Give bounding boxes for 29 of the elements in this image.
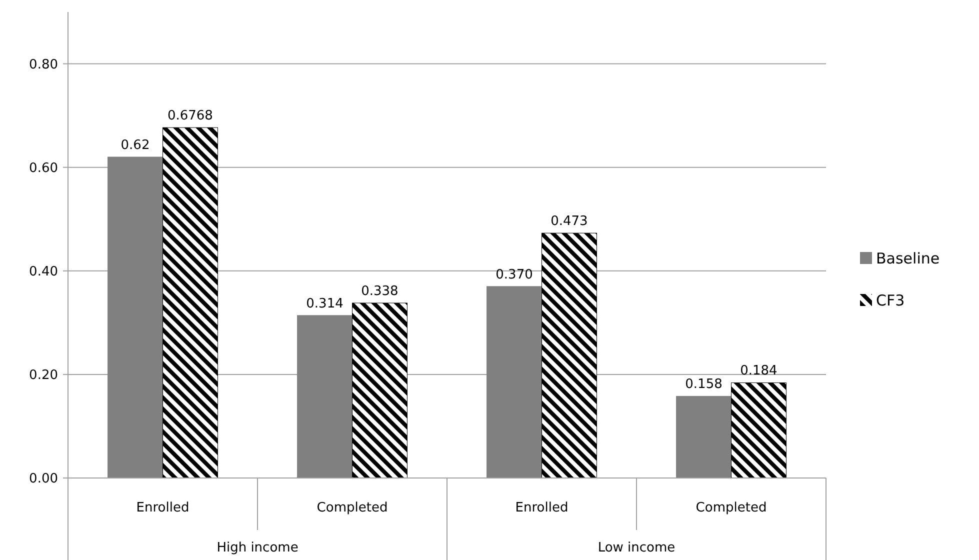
y-tick-label: 0.60 (29, 160, 58, 176)
x-tick-label: Enrolled (515, 500, 568, 516)
text: Low income (598, 540, 676, 556)
bar (486, 286, 542, 478)
bar (676, 396, 732, 478)
y-tick-label: 0.40 (29, 264, 58, 280)
legend-label: CF3 (876, 291, 905, 310)
x-tick-label: Completed (696, 500, 767, 516)
y-tick-label: 0.80 (29, 57, 58, 72)
bar (297, 315, 352, 478)
x-tick-label: Completed (316, 500, 388, 516)
data-label: 0.158 (685, 377, 722, 392)
bar (108, 156, 163, 478)
bar (542, 232, 597, 478)
legend-label: Baseline (876, 249, 940, 268)
bar (731, 382, 786, 478)
data-label: 0.6768 (167, 108, 213, 124)
data-label: 0.314 (306, 296, 344, 312)
bar (162, 127, 218, 478)
x-tick-label: Enrolled (136, 500, 190, 516)
data-label: 0.62 (120, 138, 150, 153)
bar (352, 302, 408, 478)
data-label: 0.370 (496, 267, 533, 282)
data-label: 0.473 (550, 214, 588, 230)
data-label: 0.338 (361, 284, 398, 299)
y-tick-label: 0.00 (29, 472, 58, 487)
data-label: 0.184 (740, 364, 778, 379)
y-tick-label: 0.20 (29, 368, 58, 383)
text: High income (216, 540, 298, 556)
